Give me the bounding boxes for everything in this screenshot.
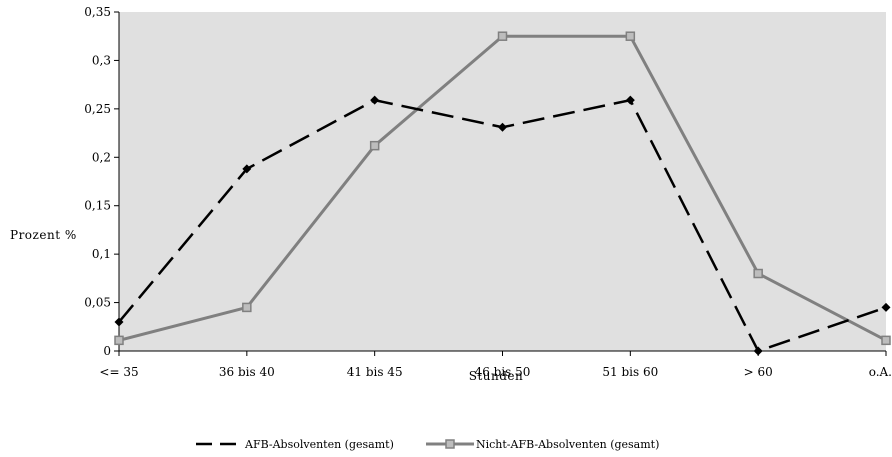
x-tick-label: > 60 — [744, 365, 773, 379]
x-tick-label: 41 bis 45 — [347, 365, 403, 379]
data-point — [369, 140, 380, 151]
x-tick-label: 46 bis 50 — [475, 365, 531, 379]
legend-label: Nicht-AFB-Absolventen (gesamt) — [476, 438, 659, 451]
data-point — [114, 317, 124, 327]
y-tick-label: 0,25 — [84, 102, 111, 116]
data-point — [881, 302, 891, 312]
data-point — [370, 95, 380, 105]
y-tick-label: 0,35 — [84, 5, 111, 19]
y-tick-label: 0,15 — [84, 199, 111, 213]
y-ticks: 0 0,05 0,1 0,15 0,2 0,25 0,3 0,35 — [84, 5, 119, 358]
x-tick-label: 51 bis 60 — [602, 365, 658, 379]
data-point — [753, 346, 763, 356]
data-point — [881, 335, 891, 346]
legend: AFB-Absolventen (gesamt) Nicht-AFB-Absolv… — [196, 438, 659, 451]
y-tick-label: 0 — [103, 344, 111, 358]
data-point — [625, 31, 636, 41]
x-ticks: <= 35 36 bis 40 41 bis 45 46 bis 50 51 bis 6… — [99, 351, 892, 379]
data-point — [497, 31, 508, 41]
y-tick-label: 0,1 — [92, 247, 111, 261]
data-point — [114, 335, 124, 346]
data-point — [242, 164, 252, 174]
data-point — [753, 268, 763, 279]
y-tick-label: 0,3 — [92, 53, 111, 67]
series-group — [114, 31, 891, 356]
data-point — [498, 122, 507, 132]
data-point — [625, 95, 635, 105]
legend-label: AFB-Absolventen (gesamt) — [244, 438, 394, 451]
x-tick-label: o.A. — [869, 365, 892, 379]
legend-marker — [445, 439, 455, 449]
x-axis-title: Stunden — [469, 369, 524, 383]
data-point — [242, 302, 252, 313]
y-tick-label: 0,2 — [92, 150, 111, 164]
plot-area — [119, 12, 886, 351]
x-tick-label: <= 35 — [99, 365, 138, 379]
y-axis-title: Prozent % — [10, 228, 77, 242]
y-tick-label: 0,05 — [84, 296, 111, 310]
series-2 — [114, 31, 891, 346]
series-1 — [114, 95, 891, 356]
x-tick-label: 36 bis 40 — [219, 365, 275, 379]
